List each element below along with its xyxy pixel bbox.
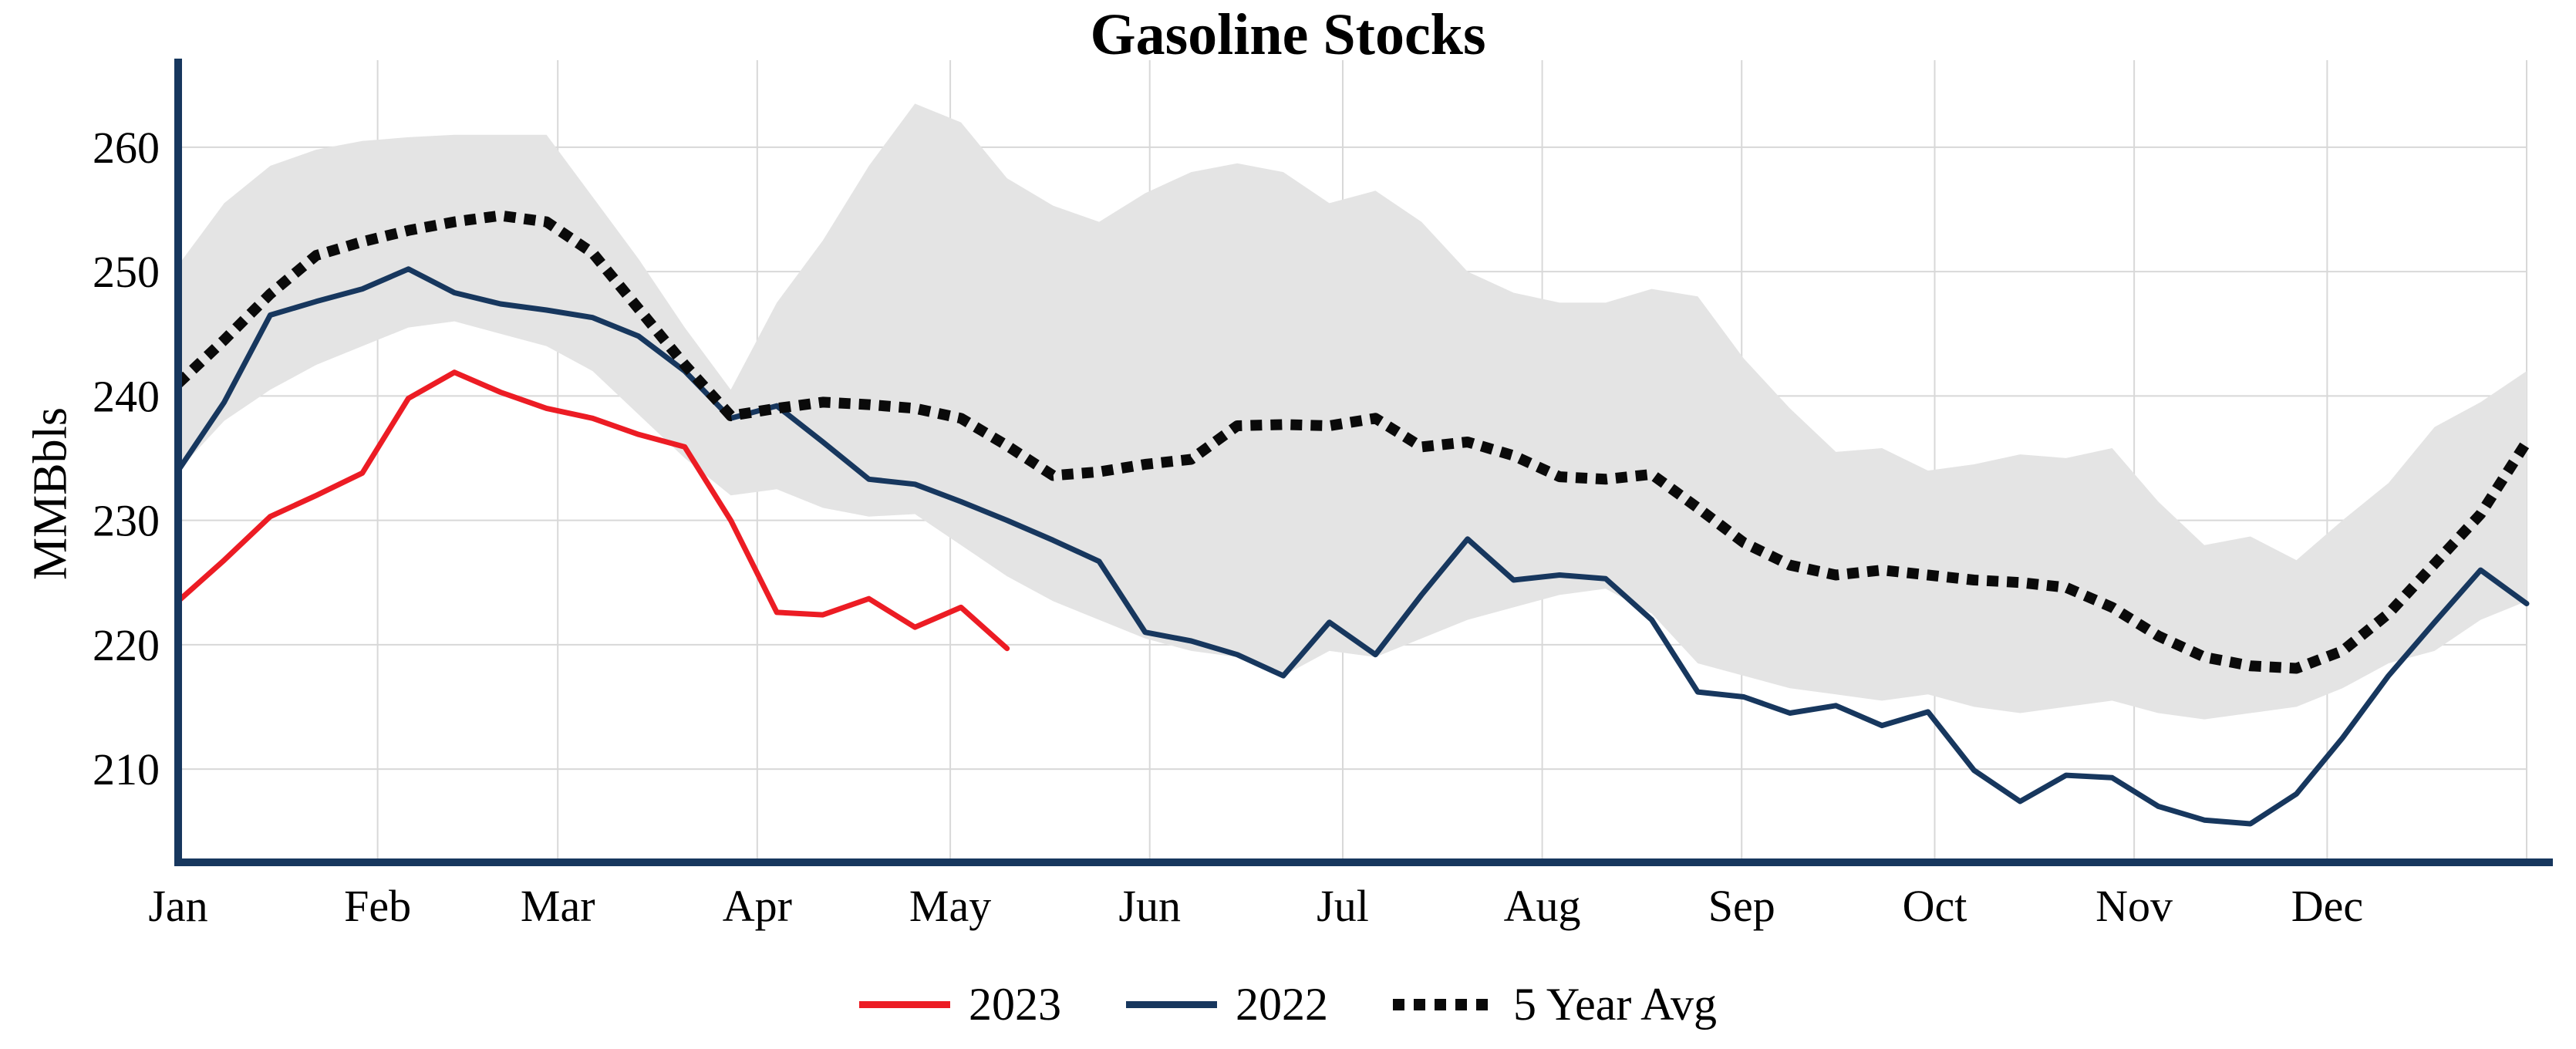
x-tick-label: Apr [723,881,792,931]
x-tick-label: Mar [521,881,595,931]
y-tick-label: 230 [93,496,160,546]
x-tick-label: Dec [2291,881,2363,931]
legend-item-2022: 2022 [1126,978,1328,1031]
y-tick-label: 210 [93,744,160,794]
x-tick-label: Feb [344,881,411,931]
legend-line-sample-2022 [1126,1001,1218,1008]
x-tick-label: Aug [1504,881,1581,931]
x-tick-label: Jun [1118,881,1181,931]
series-line-2023 [175,369,1010,652]
chart-title: Gasoline Stocks [1090,2,1486,67]
y-tick-label: 250 [93,247,160,297]
y-tick-label: 220 [93,620,160,670]
chart-legend: 2023 2022 5 Year Avg [0,978,2576,1031]
legend-dotted-sample-5yr-avg [1393,999,1495,1010]
legend-label-2022: 2022 [1236,979,1329,1030]
x-tick-label: Nov [2096,881,2173,931]
x-tick-label: Oct [1903,881,1967,931]
legend-label-2023: 2023 [969,979,1062,1030]
legend-line-sample-2023 [859,1001,951,1008]
y-tick-label: 240 [93,371,160,421]
x-tick-label: Jan [148,881,207,931]
y-tick-label: 260 [93,123,160,173]
legend-label-5yr-avg: 5 Year Avg [1513,979,1717,1030]
legend-item-5yr-avg: 5 Year Avg [1393,978,1717,1031]
x-tick-label: Jul [1317,881,1369,931]
series-line-5yr-avg [174,210,2531,674]
legend-item-2023: 2023 [859,978,1061,1031]
series-line-2022 [175,266,2530,827]
five-year-range-band [178,103,2527,720]
x-tick-label: Sep [1708,881,1775,931]
x-tick-label: May [909,881,991,931]
